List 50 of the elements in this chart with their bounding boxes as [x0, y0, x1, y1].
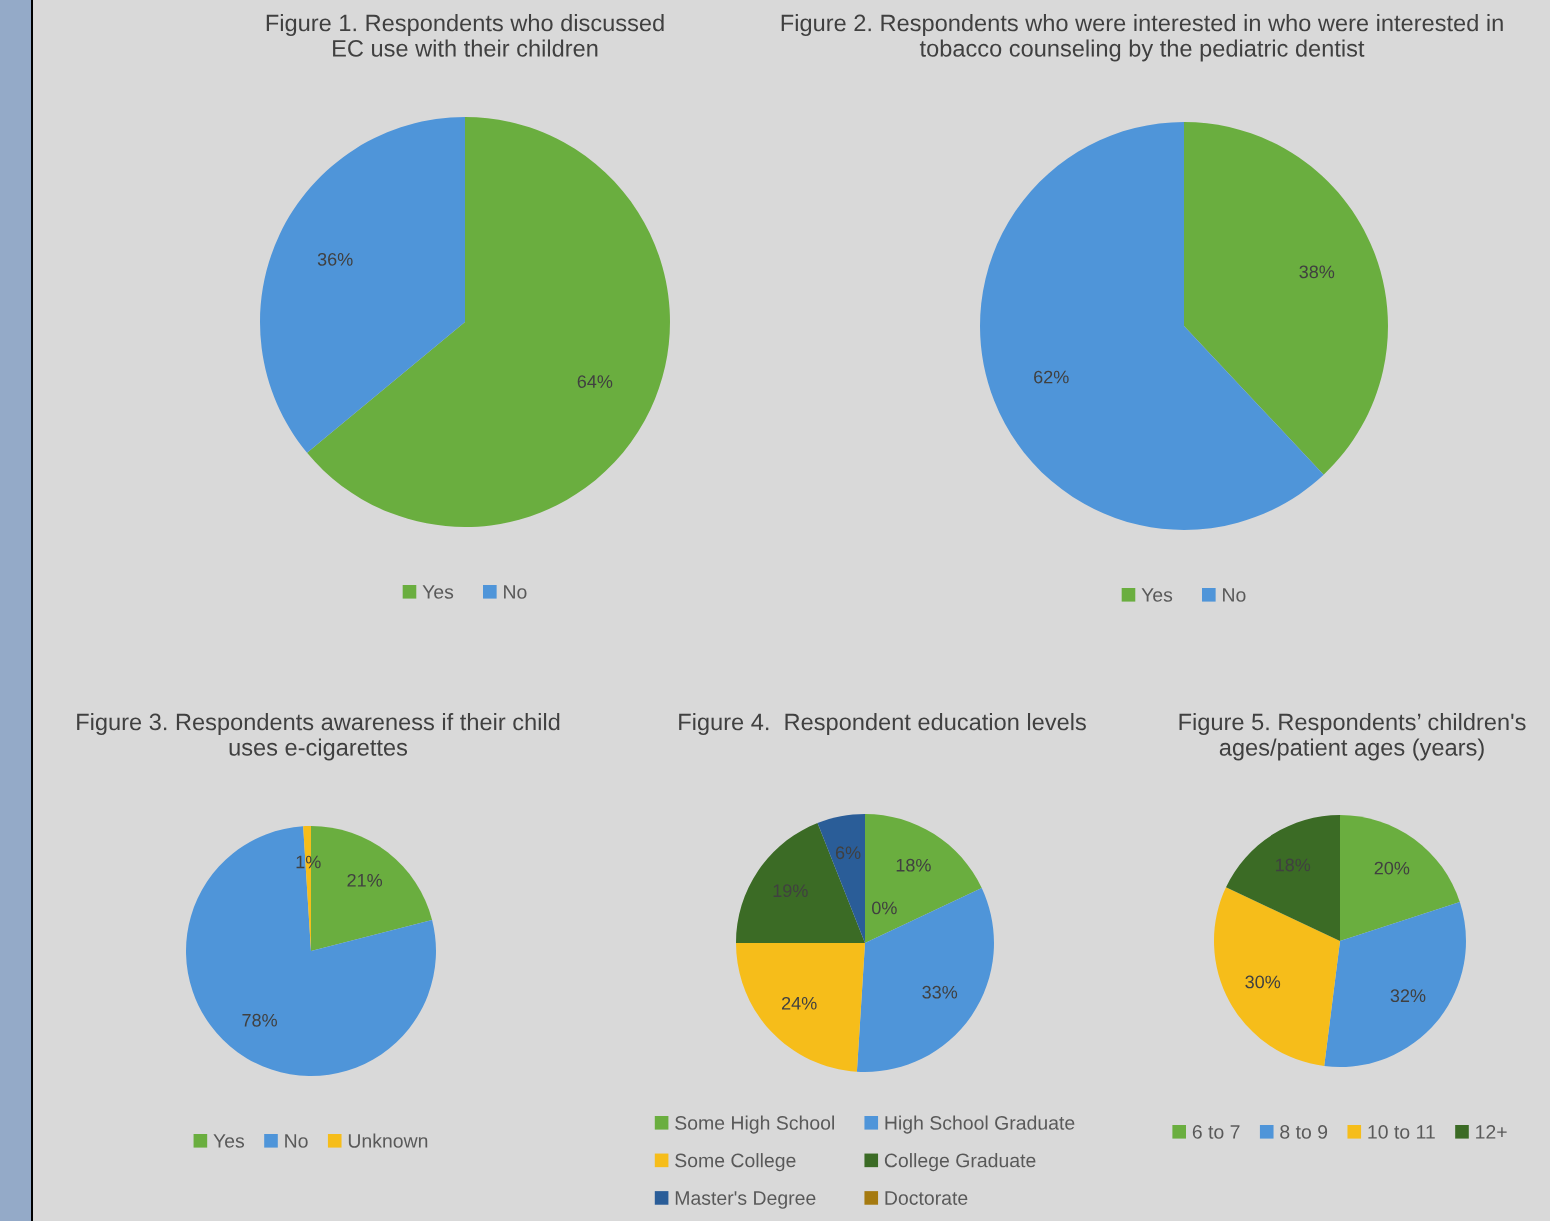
legend-label: High School Graduate: [885, 1115, 1075, 1134]
legend-label: 8 to 9: [1280, 1125, 1328, 1139]
text: 0%: [872, 901, 897, 915]
legend-label: Yes: [422, 585, 454, 599]
data-label: 1%: [296, 855, 321, 869]
legend-label: 10 to 11: [1368, 1125, 1435, 1139]
legend-label: No: [1223, 588, 1246, 602]
pie-slice: [736, 823, 865, 943]
legend-label: College Graduate: [884, 1153, 1036, 1172]
pie-slice: [1225, 815, 1340, 941]
pie-slice: [186, 826, 436, 1076]
data-label: 78%: [242, 1013, 277, 1027]
pie-slice: [1184, 122, 1388, 475]
data-label: 21%: [347, 873, 383, 887]
data-label: 24%: [782, 996, 817, 1010]
pie-slice: [865, 814, 982, 943]
pie-slice: [856, 888, 994, 1072]
legend-label: Master's Degree: [675, 1191, 816, 1209]
data-label: 18%: [896, 858, 931, 872]
data-label: 62%: [1034, 370, 1069, 384]
legend-label: Some High School: [675, 1115, 834, 1134]
pie-slice: [307, 117, 670, 527]
pie-slice: [1324, 902, 1466, 1067]
legend-label: Yes: [1141, 588, 1173, 602]
chart-title: Figure 4. Respondent education levels: [679, 713, 1086, 736]
legend-label: Yes: [213, 1134, 245, 1148]
pie-slice: [736, 943, 865, 1072]
data-label: 30%: [1245, 975, 1281, 989]
legend-label: No: [285, 1134, 308, 1148]
legend-label: No: [504, 585, 527, 599]
legend-label: Some College: [675, 1153, 796, 1172]
chart-title: Figure 5. Respondents’ children's ages/patient ages (years): [1179, 713, 1526, 761]
pie-slice: [1340, 815, 1460, 941]
legend-label: Doctorate: [885, 1191, 968, 1205]
data-label: 6%: [835, 846, 861, 860]
data-label: 32%: [1390, 989, 1426, 1003]
chart-title: Figure 2. Respondents who were interested in who were interested in tobacco counseling by the pediatric dentist: [781, 14, 1503, 62]
data-label: 36%: [317, 252, 353, 266]
pie-slice: [1214, 887, 1340, 1067]
chart-title: Figure 1. Respondents who discussed EC use with their children: [266, 14, 664, 57]
chart-title: Figure 3. Respondents awareness if their child uses e-cigarettes: [77, 713, 560, 761]
data-label: 33%: [922, 985, 958, 999]
legend-label: 6 to 7: [1192, 1125, 1240, 1139]
legend-label: Unknown: [348, 1133, 428, 1148]
pie-slice: [260, 117, 465, 453]
legend-label: 12+: [1476, 1125, 1507, 1139]
data-label: 64%: [577, 375, 613, 388]
pie-slice: [817, 814, 865, 943]
data-label: 38%: [1299, 265, 1335, 279]
data-label: 20%: [1374, 861, 1410, 875]
